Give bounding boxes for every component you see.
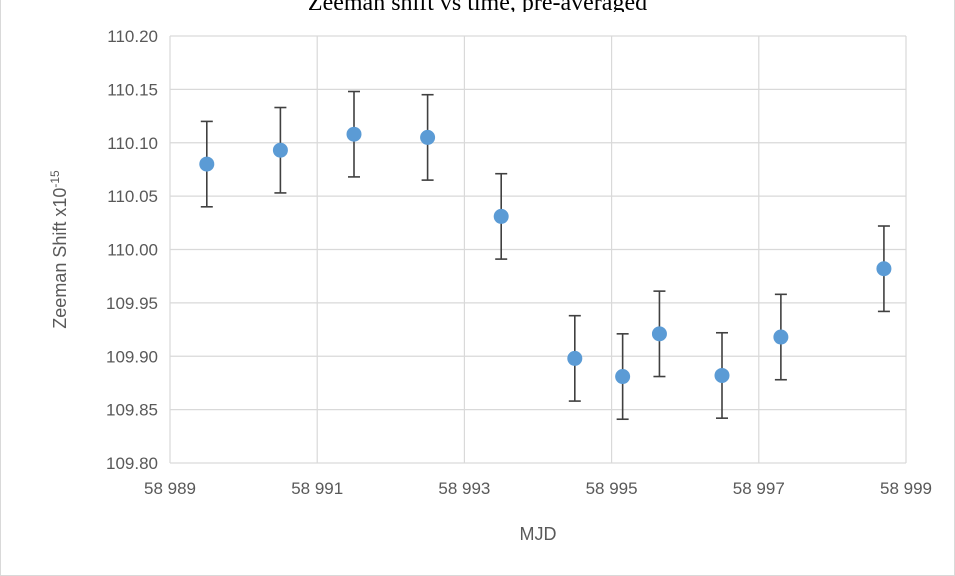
data-points	[199, 126, 892, 385]
y-tick-label: 110.15	[107, 80, 158, 99]
y-axis-title-exponent: -15	[48, 170, 62, 188]
x-axis-title: MJD	[520, 524, 557, 544]
x-tick-label: 58 995	[586, 479, 638, 498]
data-point	[346, 126, 362, 142]
error-bars	[200, 90, 890, 421]
y-tick-label: 109.85	[106, 401, 158, 420]
data-point	[199, 156, 215, 172]
data-point	[773, 329, 789, 345]
data-point	[567, 350, 583, 366]
data-point	[714, 367, 730, 383]
y-tick-label: 109.90	[106, 347, 158, 366]
data-point	[615, 369, 631, 385]
x-tick-label: 58 989	[144, 479, 196, 498]
x-tick-label: 58 991	[291, 479, 343, 498]
chart-title: Zeeman shift vs time, pre-averaged	[0, 0, 955, 12]
y-tick-label: 109.80	[106, 454, 158, 473]
y-tick-label: 110.10	[107, 134, 158, 153]
y-tick-label: 110.00	[107, 241, 158, 260]
data-point	[876, 261, 892, 277]
data-point	[272, 142, 288, 158]
y-axis-title: Zeeman Shift x10-15	[48, 170, 70, 329]
data-point	[493, 208, 509, 224]
y-tick-label: 110.05	[107, 187, 158, 206]
data-point	[651, 326, 667, 342]
grid-lines	[169, 35, 907, 464]
data-point	[420, 129, 436, 145]
y-tick-label: 110.20	[107, 27, 158, 46]
x-tick-label: 58 997	[733, 479, 785, 498]
x-tick-label: 58 999	[880, 479, 932, 498]
tick-labels: 109.80 109.85 109.90 109.95 110.00 110.05 110.…	[106, 27, 932, 498]
x-tick-label: 58 993	[438, 479, 490, 498]
y-tick-label: 109.95	[106, 294, 158, 313]
